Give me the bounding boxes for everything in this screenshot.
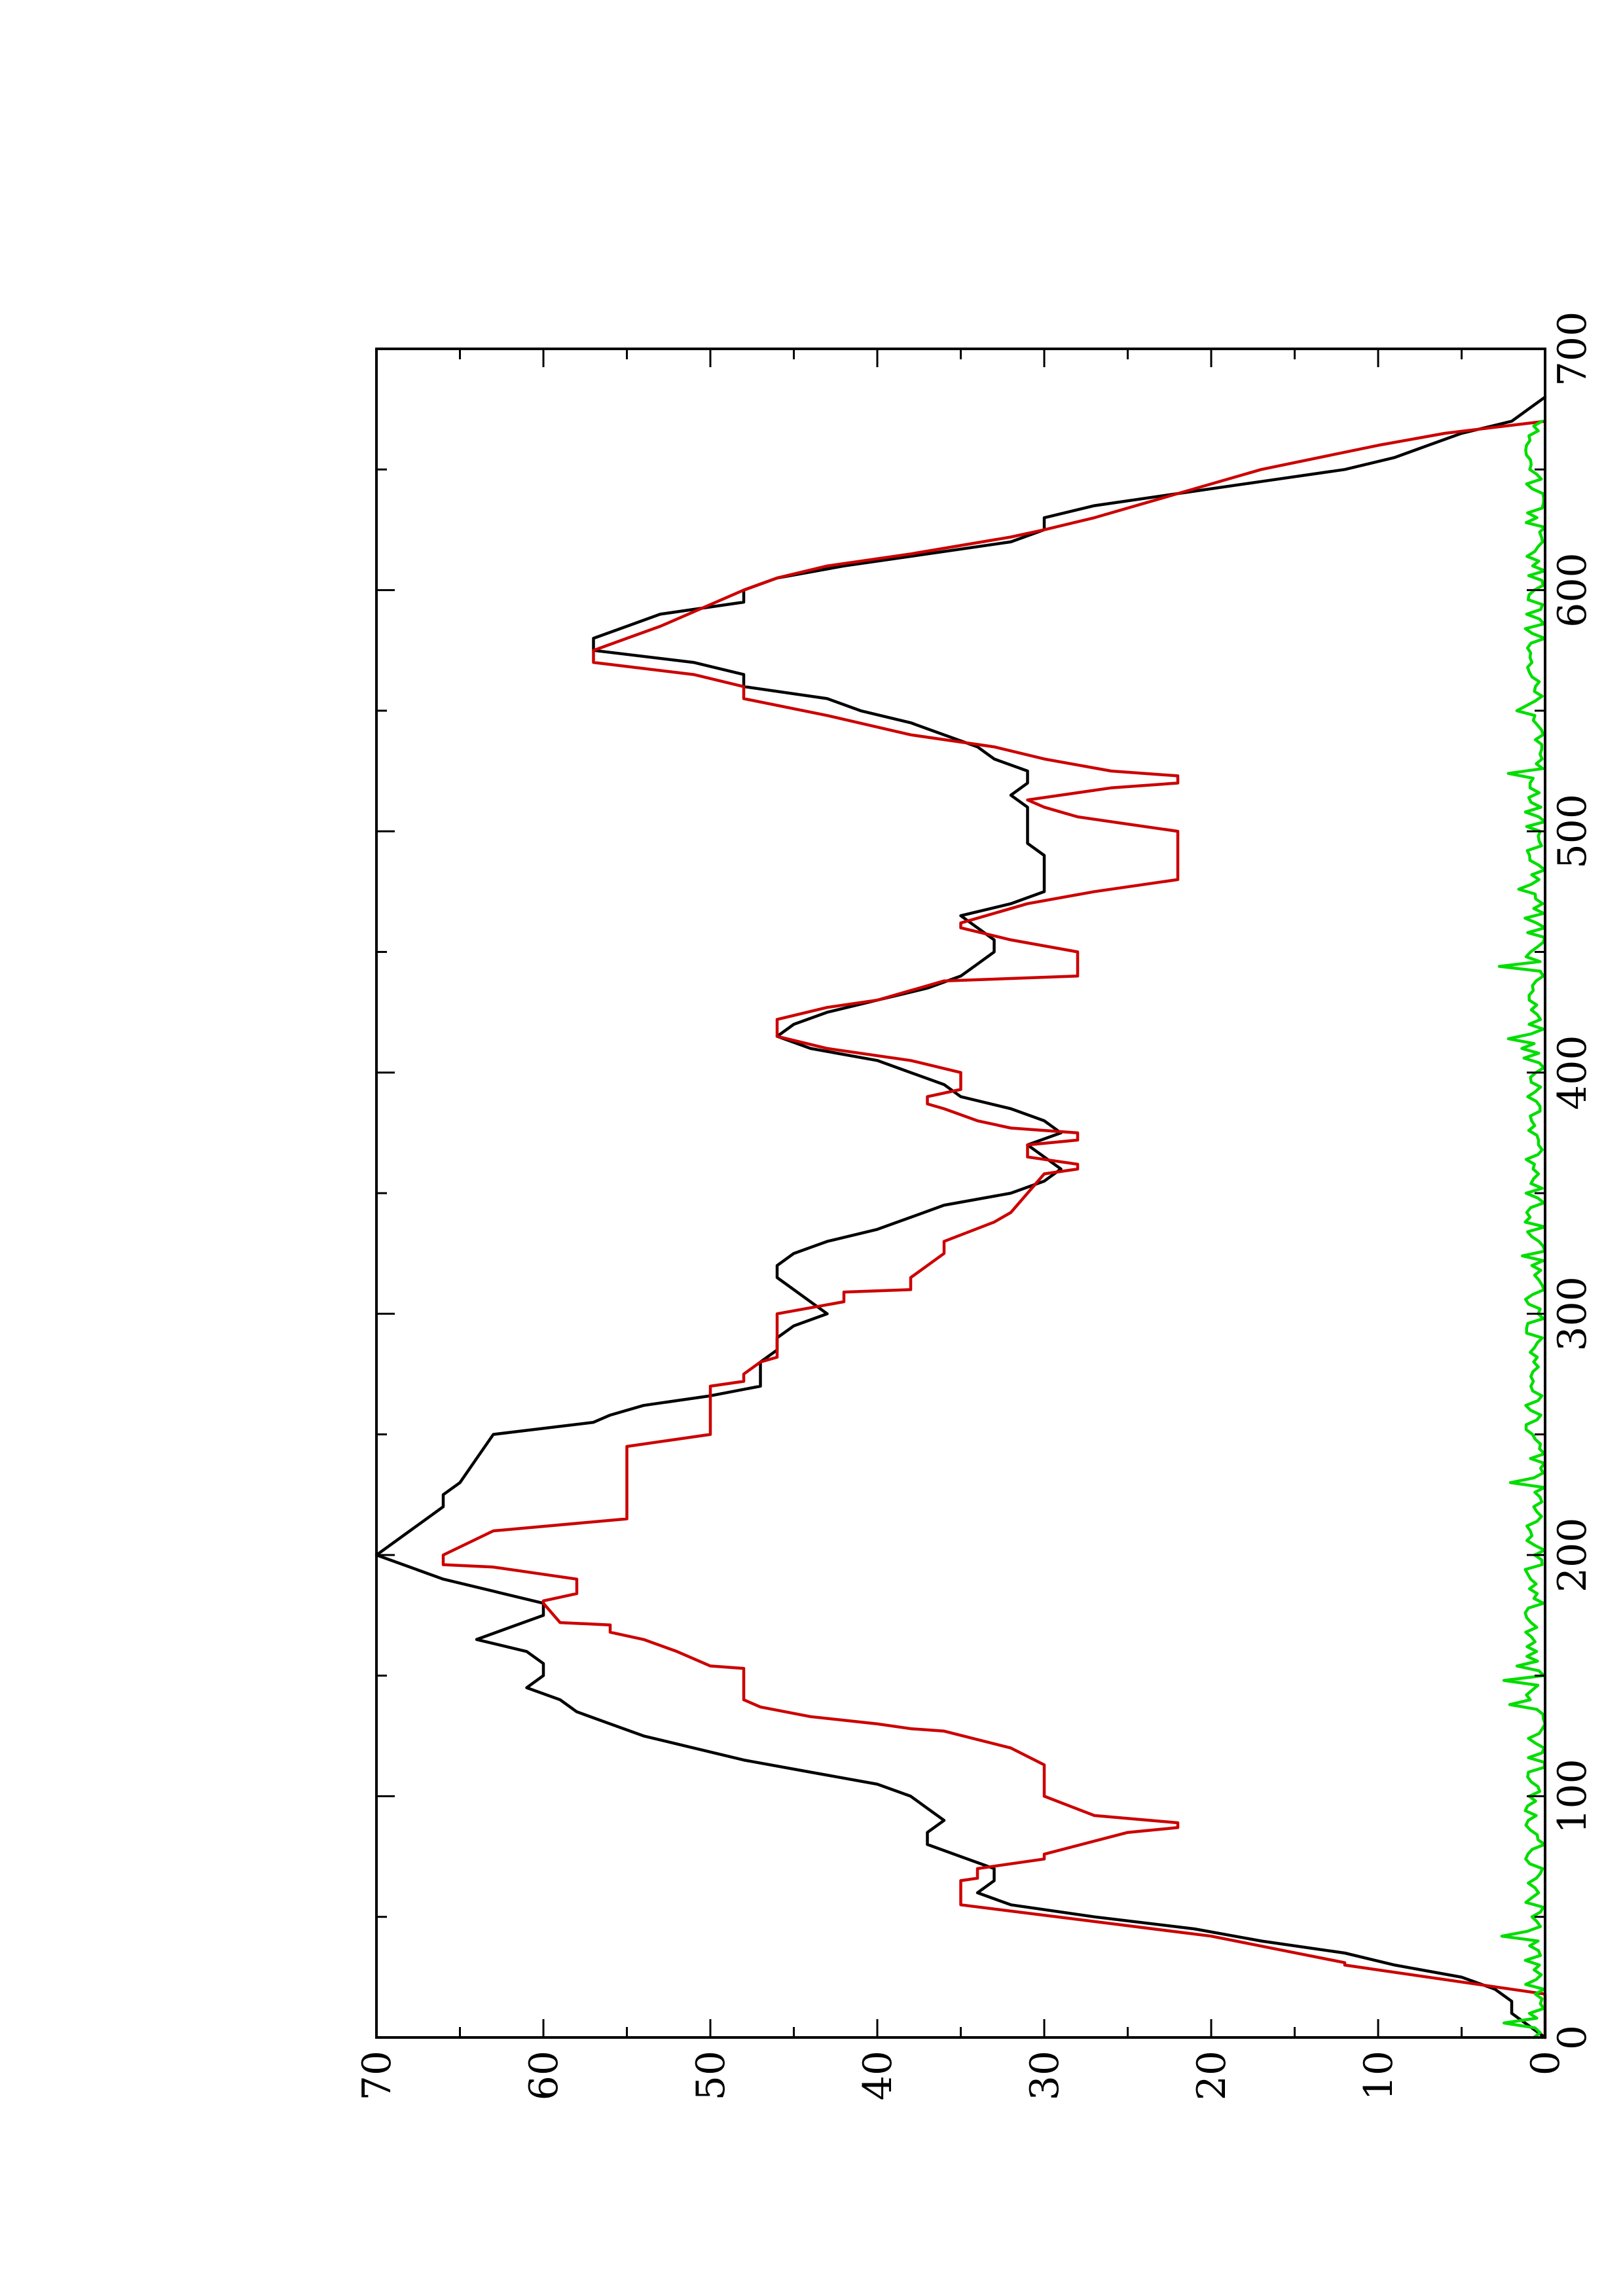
y-tick-label: 60 [521,2051,567,2100]
y-tick-label: 10 [1356,2051,1402,2100]
y-tick-label: 0 [1523,2051,1569,2075]
y-tick-label: 70 [354,2051,400,2100]
x-tick-label: 700 [1550,312,1596,387]
y-tick-label: 20 [1189,2051,1235,2100]
x-tick-label: 0 [1550,2025,1596,2050]
x-tick-label: 100 [1550,1759,1596,1834]
x-tick-label: 300 [1550,1276,1596,1352]
x-tick-label: 200 [1550,1518,1596,1593]
tick-labels: 0 100 200 300 400 500 600 700 0 10 20 30 40 50 60 70 [354,312,1596,2101]
x-tick-label: 400 [1550,1035,1596,1110]
y-tick-label: 30 [1022,2051,1068,2100]
series-green-line [1497,420,1547,2039]
rotated-plot-group: 0 100 200 300 400 500 600 700 0 10 20 30 40 50 60 70 [354,312,1596,2101]
plot-frame [375,348,1546,2039]
series-red-line [441,420,1547,2039]
axis-ticks [375,348,1546,2039]
series-layer [374,395,1547,2039]
x-tick-label: 600 [1550,552,1596,628]
y-tick-label: 50 [688,2051,734,2100]
y-tick-label: 40 [855,2051,901,2100]
series-black-line [374,395,1547,2039]
x-tick-label: 500 [1550,794,1596,869]
